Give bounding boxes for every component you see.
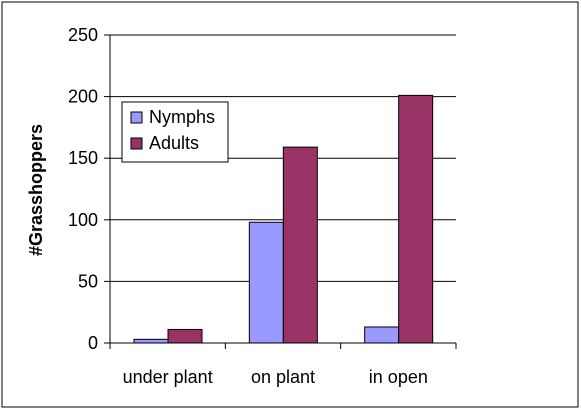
x-tick-label: on plant [251,367,315,387]
plot-area: 0 50 100 150 200 250 under plant on plant in ope… [68,25,457,387]
legend-label-nymphs: Nymphs [149,107,215,127]
bar-nymphs-2 [364,326,400,344]
y-tick-label: 100 [68,210,98,230]
y-axis-title: #Grasshoppers [26,124,46,256]
bar-adults-1 [282,146,318,344]
y-tick-label: 250 [68,25,98,45]
legend-swatch-adults [130,137,143,150]
x-tick-label: in open [369,367,428,387]
x-tick-label: under plant [123,367,213,387]
bar-nymphs-1 [248,221,284,344]
y-tick-label: 150 [68,148,98,168]
y-tick-label: 200 [68,87,98,107]
legend-label-adults: Adults [149,133,199,153]
bar-nymphs-0 [133,338,169,344]
y-tick-label: 50 [78,271,98,291]
legend: Nymphs Adults [121,101,229,163]
legend-swatch-nymphs [130,111,143,124]
y-tick-label: 0 [88,333,98,353]
bar-adults-0 [167,328,203,344]
bar-adults-2 [398,94,434,344]
